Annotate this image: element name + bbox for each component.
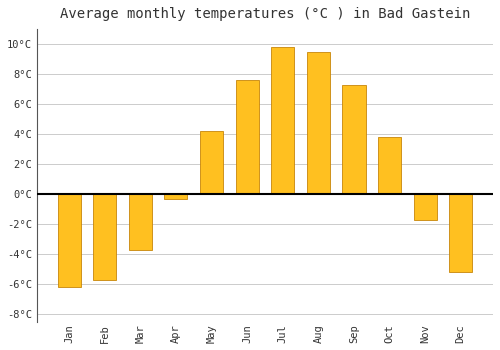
Bar: [58, 194, 80, 287]
Bar: [128, 194, 152, 250]
Bar: [378, 137, 401, 194]
Bar: [449, 194, 472, 272]
Bar: [414, 194, 436, 219]
Bar: [271, 47, 294, 194]
Bar: [236, 80, 258, 194]
Bar: [307, 51, 330, 194]
Bar: [93, 194, 116, 280]
Bar: [342, 85, 365, 194]
Bar: [164, 194, 188, 198]
Title: Average monthly temperatures (°C ) in Bad Gastein: Average monthly temperatures (°C ) in Ba…: [60, 7, 470, 21]
Bar: [200, 131, 223, 194]
